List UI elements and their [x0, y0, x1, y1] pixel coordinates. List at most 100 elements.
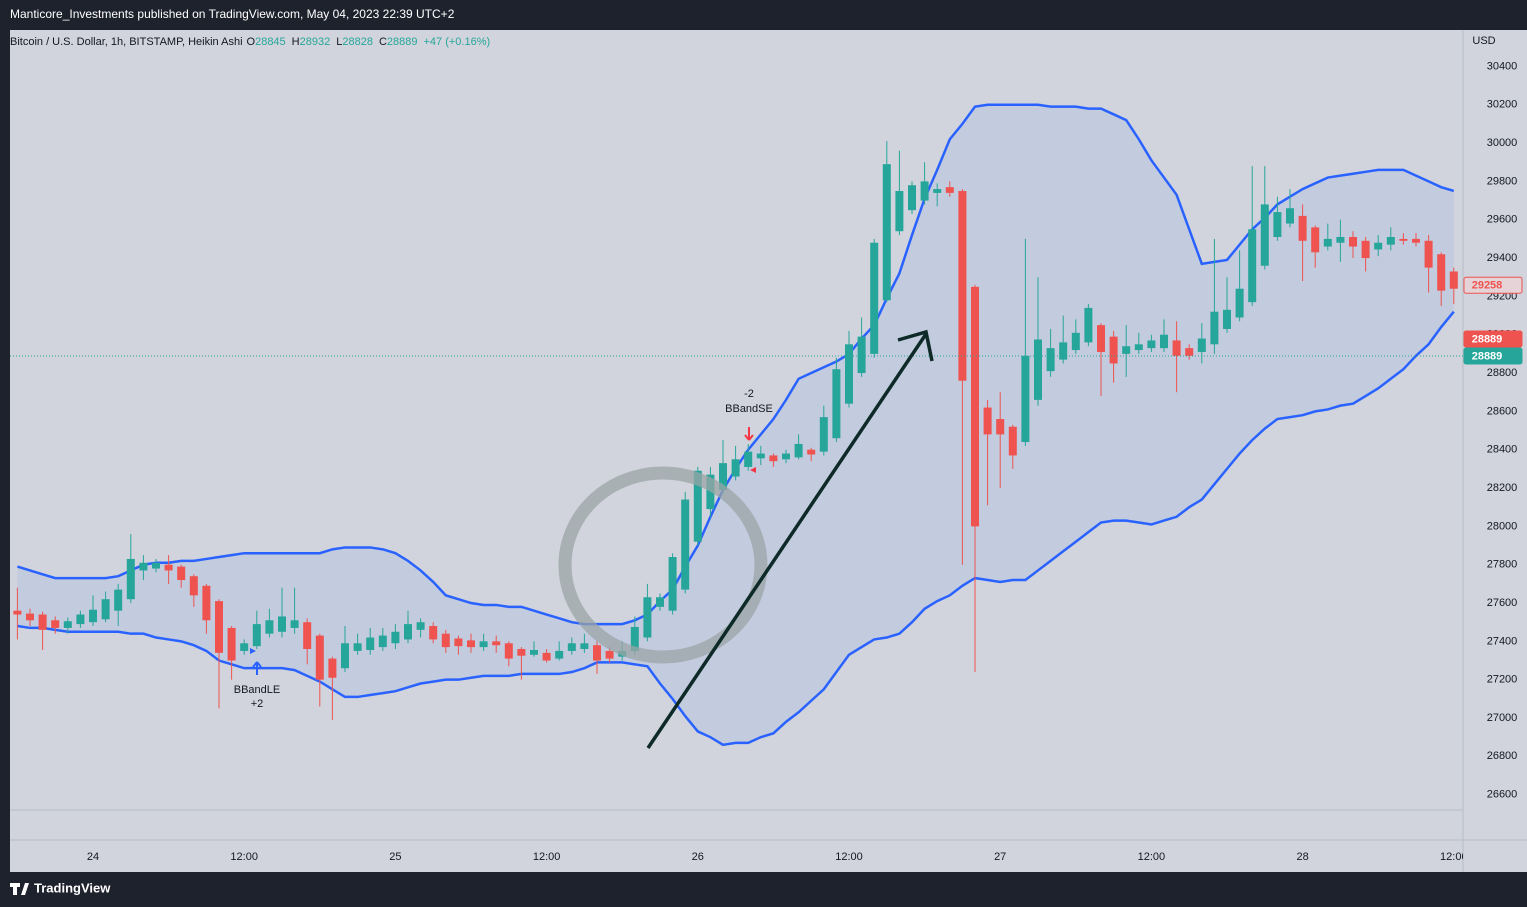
y-tick-label: 28000: [1487, 520, 1518, 532]
candle-body: [454, 638, 463, 647]
candle-body: [1437, 254, 1446, 291]
ohlc-value: 28828: [342, 36, 373, 48]
candle-body: [870, 242, 879, 354]
candle-body: [1260, 204, 1269, 266]
candle-body: [1172, 340, 1181, 356]
candle-body: [1424, 240, 1433, 268]
candle-body: [756, 453, 765, 459]
candle-body: [1336, 236, 1345, 243]
candle-body: [1235, 288, 1244, 318]
y-tick-label: 28800: [1487, 367, 1518, 379]
logo: [10, 883, 29, 895]
candle-body: [504, 643, 513, 659]
candle-body: [1008, 426, 1017, 456]
candle-body: [832, 369, 841, 439]
price-tag-label: 28889: [1472, 350, 1503, 362]
candle-body: [164, 564, 173, 571]
candle-body: [89, 609, 97, 623]
y-tick-label: 27400: [1487, 635, 1518, 647]
candle-body: [958, 190, 967, 381]
candle-body: [1021, 355, 1030, 443]
x-tick-label: 28: [1296, 851, 1308, 863]
candle-body: [1248, 229, 1257, 303]
candle-body: [983, 407, 992, 435]
candle-body: [26, 613, 34, 621]
candle-body: [315, 635, 324, 680]
candle-body: [152, 562, 160, 569]
candle-body: [1034, 339, 1042, 400]
candle-body: [177, 566, 186, 581]
symbol: Bitcoin / U.S. Dollar, 1h, BITSTAMP, Hei…: [10, 36, 243, 48]
candle-body: [1059, 342, 1068, 360]
currency: USD: [1472, 35, 1495, 47]
candle-body: [807, 449, 816, 455]
candle-body: [744, 451, 753, 467]
y-tick-label: 29800: [1487, 175, 1518, 187]
candle-body: [202, 585, 211, 621]
candle-body: [139, 562, 148, 571]
candle-body: [1109, 336, 1118, 364]
candle-body: [1223, 309, 1231, 329]
band-fill: [17, 104, 1454, 745]
candle-body: [643, 597, 652, 638]
candle-body: [933, 189, 942, 193]
candle-body: [719, 463, 727, 490]
candle-body: [1122, 346, 1131, 354]
candle-body: [1160, 334, 1168, 349]
candle-body: [567, 643, 576, 651]
candle-body: [1449, 271, 1458, 289]
brand: TradingView: [34, 880, 111, 895]
candle-body: [63, 621, 72, 628]
candle-body: [996, 419, 1005, 435]
candle-body: [895, 190, 904, 232]
candle-body: [908, 185, 916, 211]
x-tick-label: 12:00: [230, 851, 258, 863]
signal-arrow: [252, 661, 262, 675]
candle-body: [1361, 240, 1370, 259]
x-tick-label: 26: [692, 851, 704, 863]
signal-arrow: [744, 427, 754, 441]
candle-body: [1147, 340, 1156, 349]
ohlc-value: 28889: [387, 36, 418, 48]
candle-body: [1399, 238, 1408, 241]
candle-body: [278, 616, 286, 632]
candle-body: [630, 626, 639, 651]
candle-body: [252, 624, 261, 647]
price-tag: [1463, 276, 1523, 294]
x-tick-label: 24: [87, 851, 99, 863]
candle-body: [920, 181, 929, 201]
ohlc-letter: O: [247, 36, 256, 48]
x-tick-label: 12:00: [1138, 851, 1166, 863]
candle-body: [693, 470, 702, 542]
candle-body: [189, 576, 198, 596]
arrow-head: [897, 329, 934, 362]
x-tick-label: 25: [389, 851, 401, 863]
candle-body: [366, 637, 375, 650]
candle-body: [971, 286, 979, 527]
candle-body: [416, 622, 425, 630]
candle-body: [530, 649, 538, 655]
y-tick-label: 27800: [1487, 559, 1518, 571]
candle-body: [1084, 307, 1093, 343]
y-tick-label: 27000: [1487, 712, 1518, 724]
y-tick-label: 28400: [1487, 444, 1518, 456]
candle-body: [467, 640, 475, 648]
candle-body: [1323, 238, 1332, 247]
candle-body: [681, 499, 690, 590]
signal-name: BBandSE: [725, 403, 773, 415]
y-tick-label: 26600: [1487, 789, 1518, 801]
candle-body: [38, 614, 47, 630]
candle-body: [1298, 215, 1307, 241]
candle-body: [1386, 236, 1395, 245]
candle-body: [1185, 348, 1194, 356]
signal-flag: [250, 648, 256, 654]
ohlc-letter: L: [336, 36, 342, 48]
candle-body: [378, 635, 387, 648]
footer: [0, 872, 1527, 907]
candle-body: [882, 164, 891, 301]
candle-body: [114, 589, 123, 611]
candle-body: [341, 643, 349, 669]
candle-body: [656, 597, 664, 607]
legend: Bitcoin / U.S. Dollar, 1h, BITSTAMP, Hei…: [10, 36, 490, 48]
